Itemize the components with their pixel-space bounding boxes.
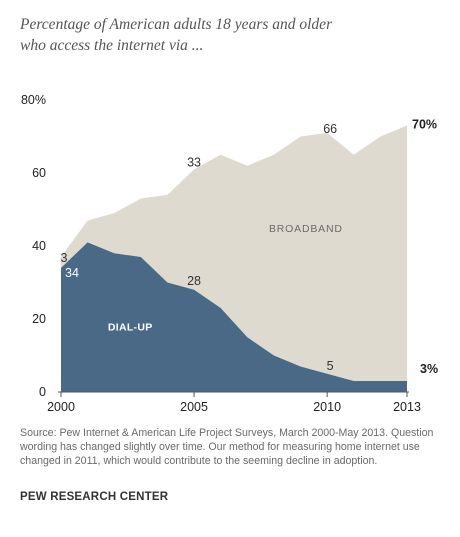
- series-label-broadband: BROADBAND: [269, 223, 343, 235]
- source-note: Source: Pew Internet & American Life Pro…: [20, 427, 434, 467]
- data-label: 3%: [420, 362, 438, 376]
- data-label: 66: [323, 122, 337, 136]
- data-label: 28: [187, 274, 201, 288]
- x-tick-label: 2010: [313, 400, 341, 414]
- x-tick-label: 2013: [393, 400, 421, 414]
- data-label: 5: [327, 359, 334, 373]
- data-label: 34: [65, 266, 79, 280]
- chart-title-line-2: who access the internet via ...: [20, 37, 204, 54]
- x-tick-label: 2005: [180, 400, 208, 414]
- series-label-dial-up: DIAL-UP: [108, 321, 153, 333]
- brand-label: PEW RESEARCH CENTER: [20, 491, 169, 503]
- area-chart: 0 20 40 60 80% 2000 2005 2010 2013 BROADBAND DIAL…: [21, 93, 438, 414]
- y-tick-label: 20: [32, 312, 46, 326]
- chart-title: Percentage of American adults 18 years a…: [20, 14, 440, 56]
- chart-title-line-1: Percentage of American adults 18 years a…: [20, 16, 333, 33]
- y-tick-label: 0: [39, 385, 46, 399]
- y-tick-label: 60: [32, 166, 46, 180]
- x-tick-label: 2000: [47, 400, 75, 414]
- y-tick-label: 80%: [21, 93, 46, 107]
- data-label: 3: [61, 251, 68, 265]
- data-label: 70%: [412, 118, 437, 132]
- area-broadband: [61, 125, 407, 382]
- area-dial-up: [61, 242, 407, 392]
- data-label: 33: [187, 155, 201, 169]
- y-tick-label: 40: [32, 239, 46, 253]
